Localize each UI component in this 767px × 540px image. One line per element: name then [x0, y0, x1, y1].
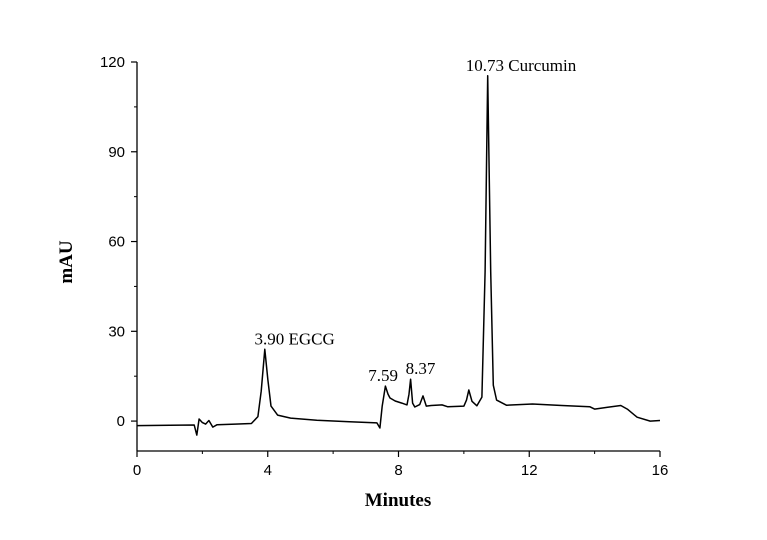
peak-label: 7.59: [368, 366, 398, 385]
x-axis-title: Minutes: [365, 490, 432, 511]
peak-label: 10.73 Curcumin: [466, 56, 577, 75]
x-tick-label: 16: [652, 462, 669, 479]
axes: 0 4 8 12 16 0 30 60 90 120: [100, 54, 668, 479]
x-tick-label: 4: [264, 462, 272, 479]
y-tick-label: 0: [117, 413, 125, 430]
peak-label: 8.37: [406, 359, 436, 378]
y-tick-label: 90: [108, 144, 125, 161]
x-tick-label: 8: [394, 462, 402, 479]
y-tick-label: 30: [108, 323, 125, 340]
x-tick-label: 0: [133, 462, 141, 479]
plot-area: 3.90 EGCG 7.59 8.37 10.73 Curcumin: [136, 56, 661, 436]
y-tick-label: 120: [100, 54, 125, 71]
y-axis-title: mAU: [56, 240, 77, 284]
peak-label: 3.90 EGCG: [254, 329, 334, 348]
y-tick-label: 60: [108, 234, 125, 251]
x-tick-label: 12: [521, 462, 538, 479]
series-line-chromatogram: [136, 75, 661, 436]
